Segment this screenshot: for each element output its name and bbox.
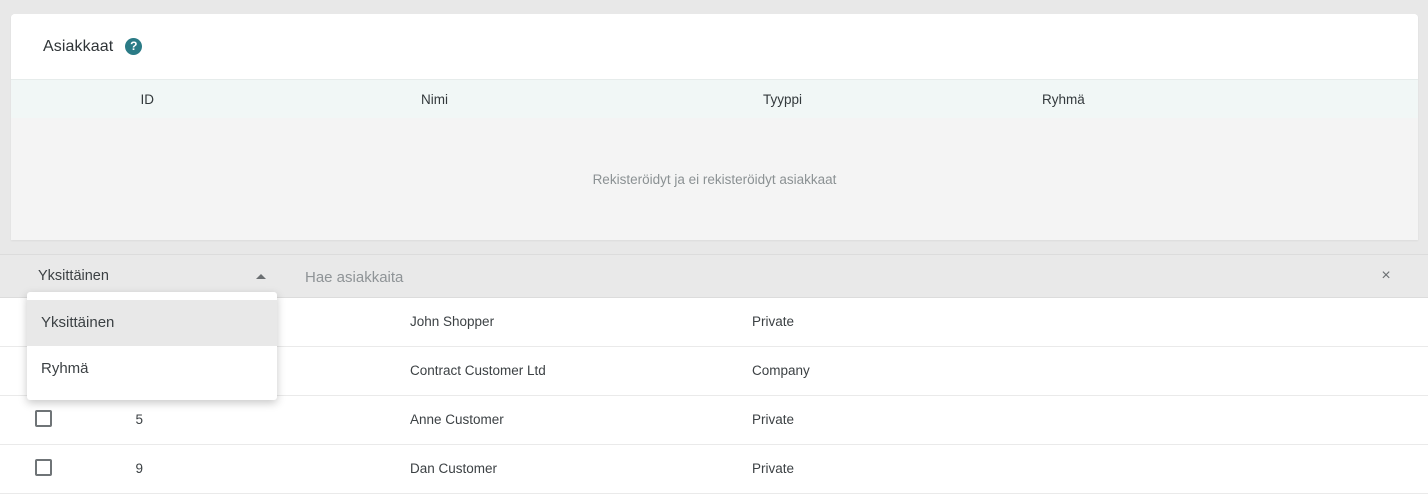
cell-type: Private (752, 314, 795, 329)
customers-table-body: John Shopper Private Contract Customer L… (0, 298, 1428, 494)
close-icon[interactable]: × (1381, 267, 1391, 284)
column-header-id: ID (140, 92, 155, 107)
cell-id: 5 (135, 412, 143, 427)
cell-name: John Shopper (410, 314, 495, 329)
search-input[interactable] (303, 255, 1347, 299)
column-header-name: Nimi (421, 92, 448, 107)
cell-type: Private (752, 412, 795, 427)
empty-state-message: Rekisteröidyt ja ei rekisteröidyt asiakk… (592, 171, 837, 187)
table-row[interactable]: 9 Dan Customer Private (0, 445, 1428, 494)
caret-up-icon (256, 274, 266, 279)
column-header-type: Tyyppi (763, 92, 803, 107)
cell-type: Company (752, 363, 810, 378)
customer-type-select-value: Yksittäinen (38, 268, 109, 284)
table-header-row: ID Nimi Tyyppi Ryhmä (11, 79, 1418, 118)
customer-type-dropdown-menu: Yksittäinen Ryhmä (27, 292, 277, 400)
dropdown-option-yksittainen[interactable]: Yksittäinen (27, 300, 277, 346)
row-checkbox[interactable] (35, 459, 52, 476)
cell-name: Anne Customer (410, 412, 504, 427)
row-checkbox[interactable] (35, 410, 52, 427)
column-header-group: Ryhmä (1042, 92, 1085, 107)
card-header: Asiakkaat ? (11, 14, 1418, 79)
customer-type-select[interactable]: Yksittäinen (38, 255, 278, 297)
customers-card: Asiakkaat ? ID Nimi Tyyppi Ryhmä Rekiste… (11, 14, 1418, 240)
table-empty-state: Rekisteröidyt ja ei rekisteröidyt asiakk… (11, 118, 1418, 240)
table-row[interactable]: 5 Anne Customer Private (0, 396, 1428, 445)
filter-bar: Yksittäinen × (0, 254, 1428, 299)
dropdown-option-ryhma[interactable]: Ryhmä (41, 360, 89, 377)
cell-id: 9 (135, 461, 143, 476)
cell-name: Dan Customer (410, 461, 498, 476)
cell-name: Contract Customer Ltd (410, 363, 546, 378)
cell-type: Private (752, 461, 795, 476)
page-title: Asiakkaat (43, 37, 114, 55)
question-mark-icon[interactable]: ? (125, 38, 143, 55)
